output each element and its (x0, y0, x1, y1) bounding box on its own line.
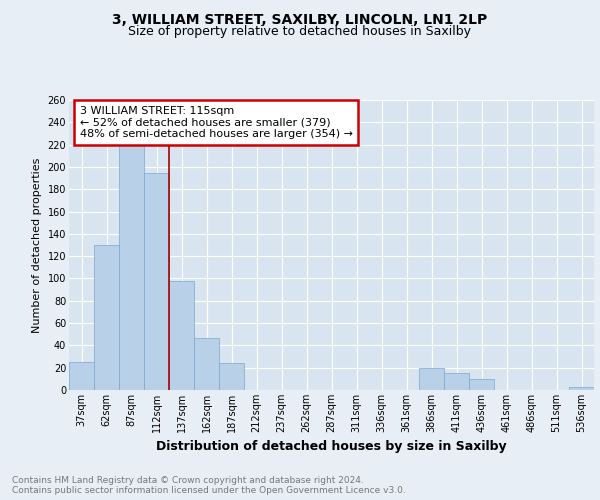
Bar (469, 379, 494, 390)
Bar (169, 280, 194, 390)
X-axis label: Distribution of detached houses by size in Saxilby: Distribution of detached houses by size … (156, 440, 507, 454)
Bar (94, 245, 119, 390)
Bar (119, 134, 144, 390)
Bar (444, 374, 469, 390)
Text: Size of property relative to detached houses in Saxilby: Size of property relative to detached ho… (128, 25, 472, 38)
Text: Contains HM Land Registry data © Crown copyright and database right 2024.
Contai: Contains HM Land Registry data © Crown c… (12, 476, 406, 495)
Bar (69, 362, 94, 390)
Bar (569, 386, 594, 390)
Bar (419, 368, 444, 390)
Text: 3 WILLIAM STREET: 115sqm
← 52% of detached houses are smaller (379)
48% of semi-: 3 WILLIAM STREET: 115sqm ← 52% of detach… (79, 106, 353, 139)
Bar (144, 172, 169, 390)
Y-axis label: Number of detached properties: Number of detached properties (32, 158, 42, 332)
Text: 3, WILLIAM STREET, SAXILBY, LINCOLN, LN1 2LP: 3, WILLIAM STREET, SAXILBY, LINCOLN, LN1… (112, 12, 488, 26)
Bar (194, 338, 219, 390)
Bar (219, 363, 244, 390)
